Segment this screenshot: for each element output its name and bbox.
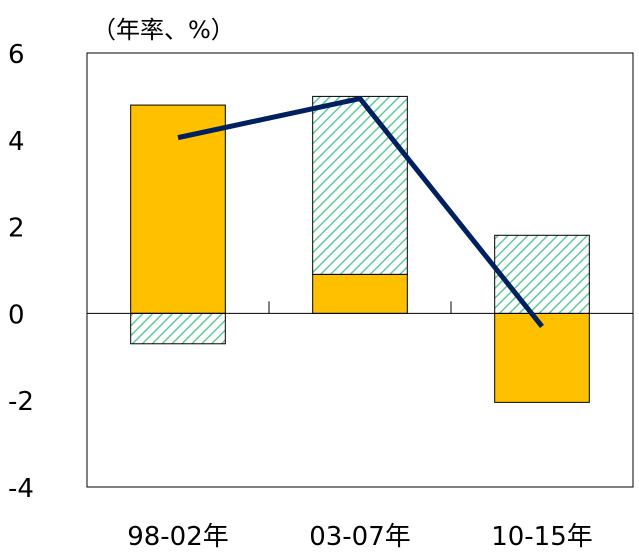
y-tick-label: 2	[8, 214, 25, 244]
y-tick-label: -2	[8, 387, 34, 417]
bar-segment	[130, 104, 226, 314]
x-tick-label: 03-07年	[309, 522, 411, 552]
x-tick-label: 10-15年	[491, 522, 593, 552]
y-axis: 6 4 2 0 -2 -4	[8, 40, 34, 504]
series-line	[177, 96, 544, 328]
y-tick-label: -4	[8, 474, 34, 504]
y-tick-label: 0	[8, 300, 25, 330]
y-tick-label: 6	[8, 40, 25, 70]
y-tick-label: 4	[8, 127, 25, 157]
x-tick-label: 98-02年	[127, 522, 229, 552]
unit-label: （年率、%）	[92, 16, 235, 44]
plot-area	[86, 52, 634, 488]
bar-segment	[494, 234, 590, 314]
bar-segment	[312, 95, 408, 275]
bars	[130, 95, 590, 403]
bar-segment	[494, 312, 590, 403]
bar-segment	[130, 312, 226, 345]
x-axis-ticks	[268, 301, 452, 314]
x-axis: 98-02年 03-07年 10-15年	[127, 522, 593, 552]
bar-segment	[312, 273, 408, 314]
